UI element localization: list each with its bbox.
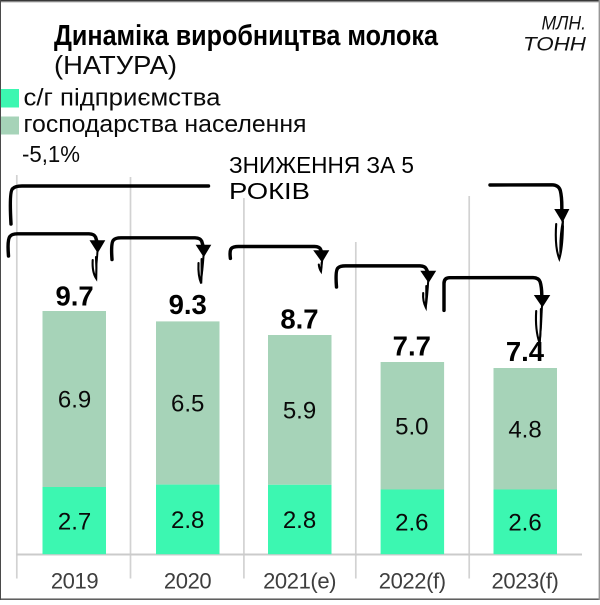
svg-text:Динаміка виробництва молока: Динаміка виробництва молока (54, 20, 439, 52)
svg-text:2.6: 2.6 (395, 510, 428, 537)
svg-text:-5,1%: -5,1% (22, 141, 80, 167)
svg-text:2020: 2020 (164, 569, 212, 594)
svg-text:МЛН.: МЛН. (542, 14, 587, 35)
svg-text:4.8: 4.8 (508, 416, 541, 443)
svg-text:2.7: 2.7 (58, 508, 91, 535)
svg-text:7.7: 7.7 (393, 331, 431, 362)
svg-text:2.8: 2.8 (283, 507, 316, 534)
svg-text:2021(e): 2021(e) (263, 569, 336, 594)
svg-text:ЗНИЖЕННЯ ЗА 5: ЗНИЖЕННЯ ЗА 5 (229, 152, 414, 178)
svg-text:2019: 2019 (51, 569, 99, 594)
svg-text:ТОНН: ТОНН (523, 35, 586, 56)
svg-text:9.3: 9.3 (169, 289, 207, 320)
svg-text:5.0: 5.0 (395, 413, 428, 440)
svg-text:2.6: 2.6 (508, 510, 541, 537)
svg-text:2.8: 2.8 (171, 507, 204, 534)
svg-text:2023(f): 2023(f) (492, 569, 559, 594)
svg-text:господарства населення: господарства населення (24, 111, 307, 138)
svg-text:8.7: 8.7 (280, 303, 318, 334)
svg-text:2022(f): 2022(f) (379, 569, 446, 594)
svg-text:РОКІВ: РОКІВ (229, 178, 310, 204)
svg-text:6.5: 6.5 (171, 391, 204, 418)
svg-text:9.7: 9.7 (55, 281, 93, 312)
svg-text:с/г підприємства: с/г підприємства (24, 84, 222, 111)
svg-text:5.9: 5.9 (283, 397, 316, 424)
svg-text:6.9: 6.9 (58, 386, 91, 413)
svg-text:(НАТУРА): (НАТУРА) (54, 50, 177, 80)
